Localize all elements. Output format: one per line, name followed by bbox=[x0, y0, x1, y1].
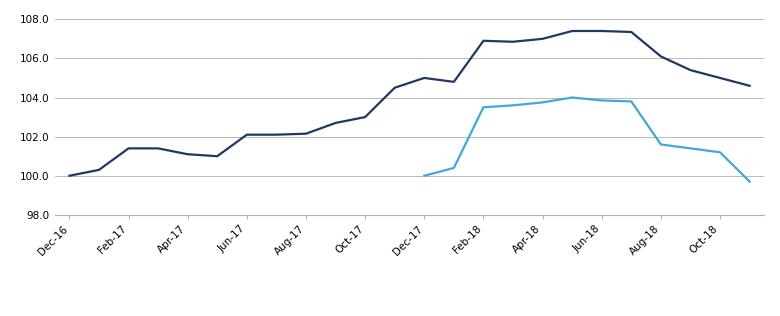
Singapore - EPS18 bbox=[390, 86, 399, 90]
Singapore - EPS18 bbox=[213, 154, 222, 158]
Singapore - EPS18 bbox=[271, 133, 281, 137]
Singapore - EPS19 bbox=[449, 166, 459, 170]
Singapore - EPS19 bbox=[509, 103, 518, 107]
Singapore - EPS19 bbox=[626, 100, 636, 103]
Singapore - EPS19 bbox=[715, 150, 725, 154]
Singapore - EPS18 bbox=[568, 29, 577, 33]
Singapore - EPS19 bbox=[656, 143, 665, 146]
Singapore - EPS18 bbox=[538, 37, 548, 41]
Singapore - EPS18 bbox=[479, 39, 488, 43]
Singapore - EPS19 bbox=[479, 106, 488, 109]
Singapore - EPS18 bbox=[626, 30, 636, 34]
Singapore - EPS18 bbox=[509, 40, 518, 44]
Singapore - EPS19 bbox=[686, 147, 695, 150]
Singapore - EPS19 bbox=[745, 180, 754, 184]
Singapore - EPS18 bbox=[94, 168, 104, 172]
Singapore - EPS19 bbox=[420, 174, 429, 178]
Singapore - EPS18 bbox=[686, 68, 695, 72]
Singapore - EPS18 bbox=[597, 29, 606, 33]
Singapore - EPS18 bbox=[656, 55, 665, 58]
Singapore - EPS18 bbox=[154, 147, 163, 150]
Singapore - EPS18 bbox=[183, 152, 193, 156]
Singapore - EPS18 bbox=[124, 147, 133, 150]
Singapore - EPS18 bbox=[65, 174, 74, 178]
Singapore - EPS19 bbox=[568, 96, 577, 100]
Singapore - EPS18 bbox=[301, 132, 310, 136]
Singapore - EPS18 bbox=[360, 115, 370, 119]
Singapore - EPS18 bbox=[715, 76, 725, 80]
Singapore - EPS18 bbox=[449, 80, 459, 84]
Singapore - EPS18 bbox=[745, 84, 754, 88]
Singapore - EPS18 bbox=[242, 133, 251, 137]
Singapore - EPS19 bbox=[538, 100, 548, 104]
Singapore - EPS18 bbox=[420, 76, 429, 80]
Singapore - EPS19 bbox=[597, 99, 606, 102]
Singapore - EPS18 bbox=[331, 121, 340, 125]
Line: Singapore - EPS18: Singapore - EPS18 bbox=[69, 31, 750, 176]
Line: Singapore - EPS19: Singapore - EPS19 bbox=[424, 98, 750, 182]
